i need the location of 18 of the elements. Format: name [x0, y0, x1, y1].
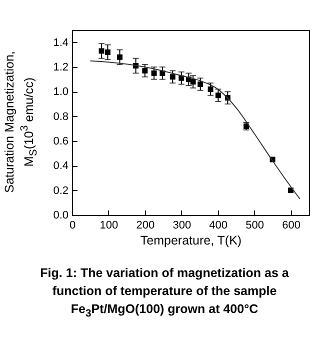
x-tick-label: 300 — [172, 220, 192, 232]
x-tick-label: 200 — [136, 220, 155, 232]
caption: Fig. 1: The variation of magnetization as a function of temperature of the sample Fe$_{3}$Pt/MgO(100) grown at 400°C — [39, 265, 290, 322]
x-tick-label: 100 — [100, 220, 118, 232]
y-tick-label: 1.2 — [53, 62, 68, 74]
x-tick-label: 600 — [282, 220, 300, 232]
y-tick-label: 1.4 — [53, 36, 68, 49]
x-tick-label: 500 — [246, 220, 264, 232]
y-tick-label: 0.0 — [53, 210, 68, 222]
y-tick-label: 0.4 — [53, 160, 68, 172]
x-axis-title: Temperature, T(K) — [140, 234, 242, 248]
y-tick-label: 1.0 — [53, 86, 68, 98]
y-tick-label: 0.8 — [53, 110, 68, 123]
y-tick-label: 0.6 — [53, 136, 68, 148]
line-series — [90, 60, 300, 200]
x-tick-label: 0 — [69, 220, 76, 232]
x-tick-label: 400 — [209, 220, 228, 232]
y-tick-label: 0.2 — [53, 184, 68, 197]
